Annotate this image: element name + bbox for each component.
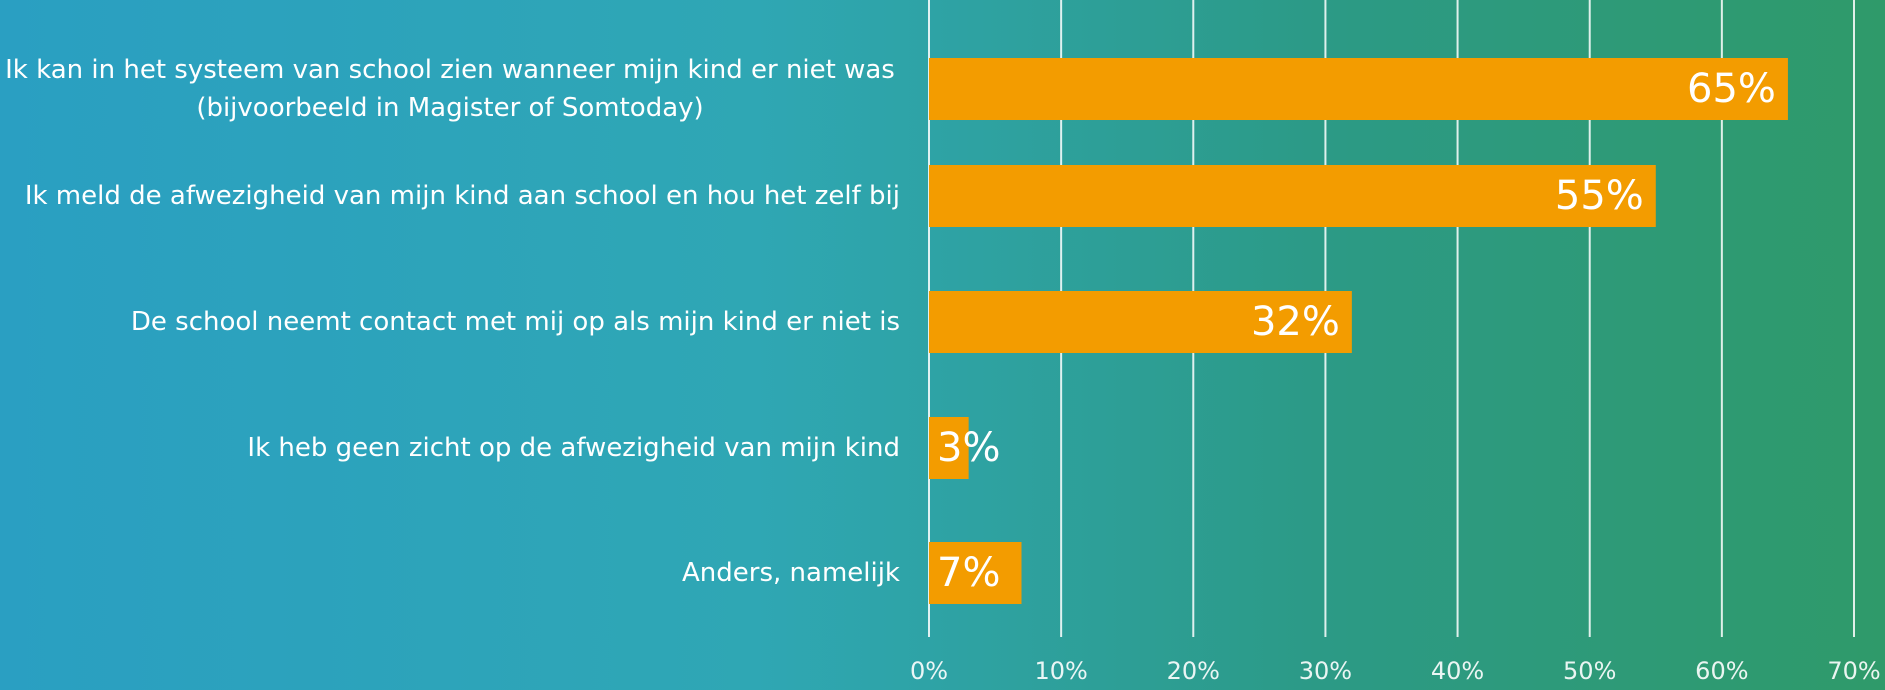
- x-tick-label: 50%: [1563, 657, 1616, 685]
- x-tick-label: 60%: [1695, 657, 1748, 685]
- category-label: De school neemt contact met mij op als m…: [130, 307, 900, 337]
- value-label: 32%: [1251, 299, 1340, 345]
- value-label: 7%: [937, 550, 1000, 596]
- category-label-box: De school neemt contact met mij op als m…: [0, 282, 900, 362]
- category-label: Ik heb geen zicht op de afwezigheid van …: [247, 433, 900, 463]
- category-label-box: Ik kan in het systeem van school zien wa…: [0, 49, 900, 129]
- x-tick-label: 30%: [1299, 657, 1352, 685]
- value-label: 3%: [937, 425, 1000, 471]
- category-label-box: Ik heb geen zicht op de afwezigheid van …: [0, 408, 900, 488]
- bar: [929, 417, 969, 479]
- bar: [929, 165, 1656, 227]
- x-tick-label: 0%: [910, 657, 948, 685]
- value-label: 55%: [1555, 173, 1644, 219]
- x-tick-label: 20%: [1167, 657, 1220, 685]
- category-label-box: Ik meld de afwezigheid van mijn kind aan…: [0, 156, 900, 236]
- bar: [929, 291, 1352, 353]
- category-label: Ik meld de afwezigheid van mijn kind aan…: [24, 181, 900, 211]
- category-label-box: Anders, namelijk: [0, 533, 900, 613]
- bar: [929, 58, 1788, 120]
- category-label: Ik kan in het systeem van school zien wa…: [5, 55, 895, 123]
- category-label: Anders, namelijk: [682, 558, 900, 588]
- x-tick-label: 40%: [1431, 657, 1484, 685]
- x-tick-label: 10%: [1034, 657, 1087, 685]
- x-tick-label: 70%: [1827, 657, 1880, 685]
- value-label: 65%: [1687, 66, 1776, 112]
- bar: [929, 542, 1022, 604]
